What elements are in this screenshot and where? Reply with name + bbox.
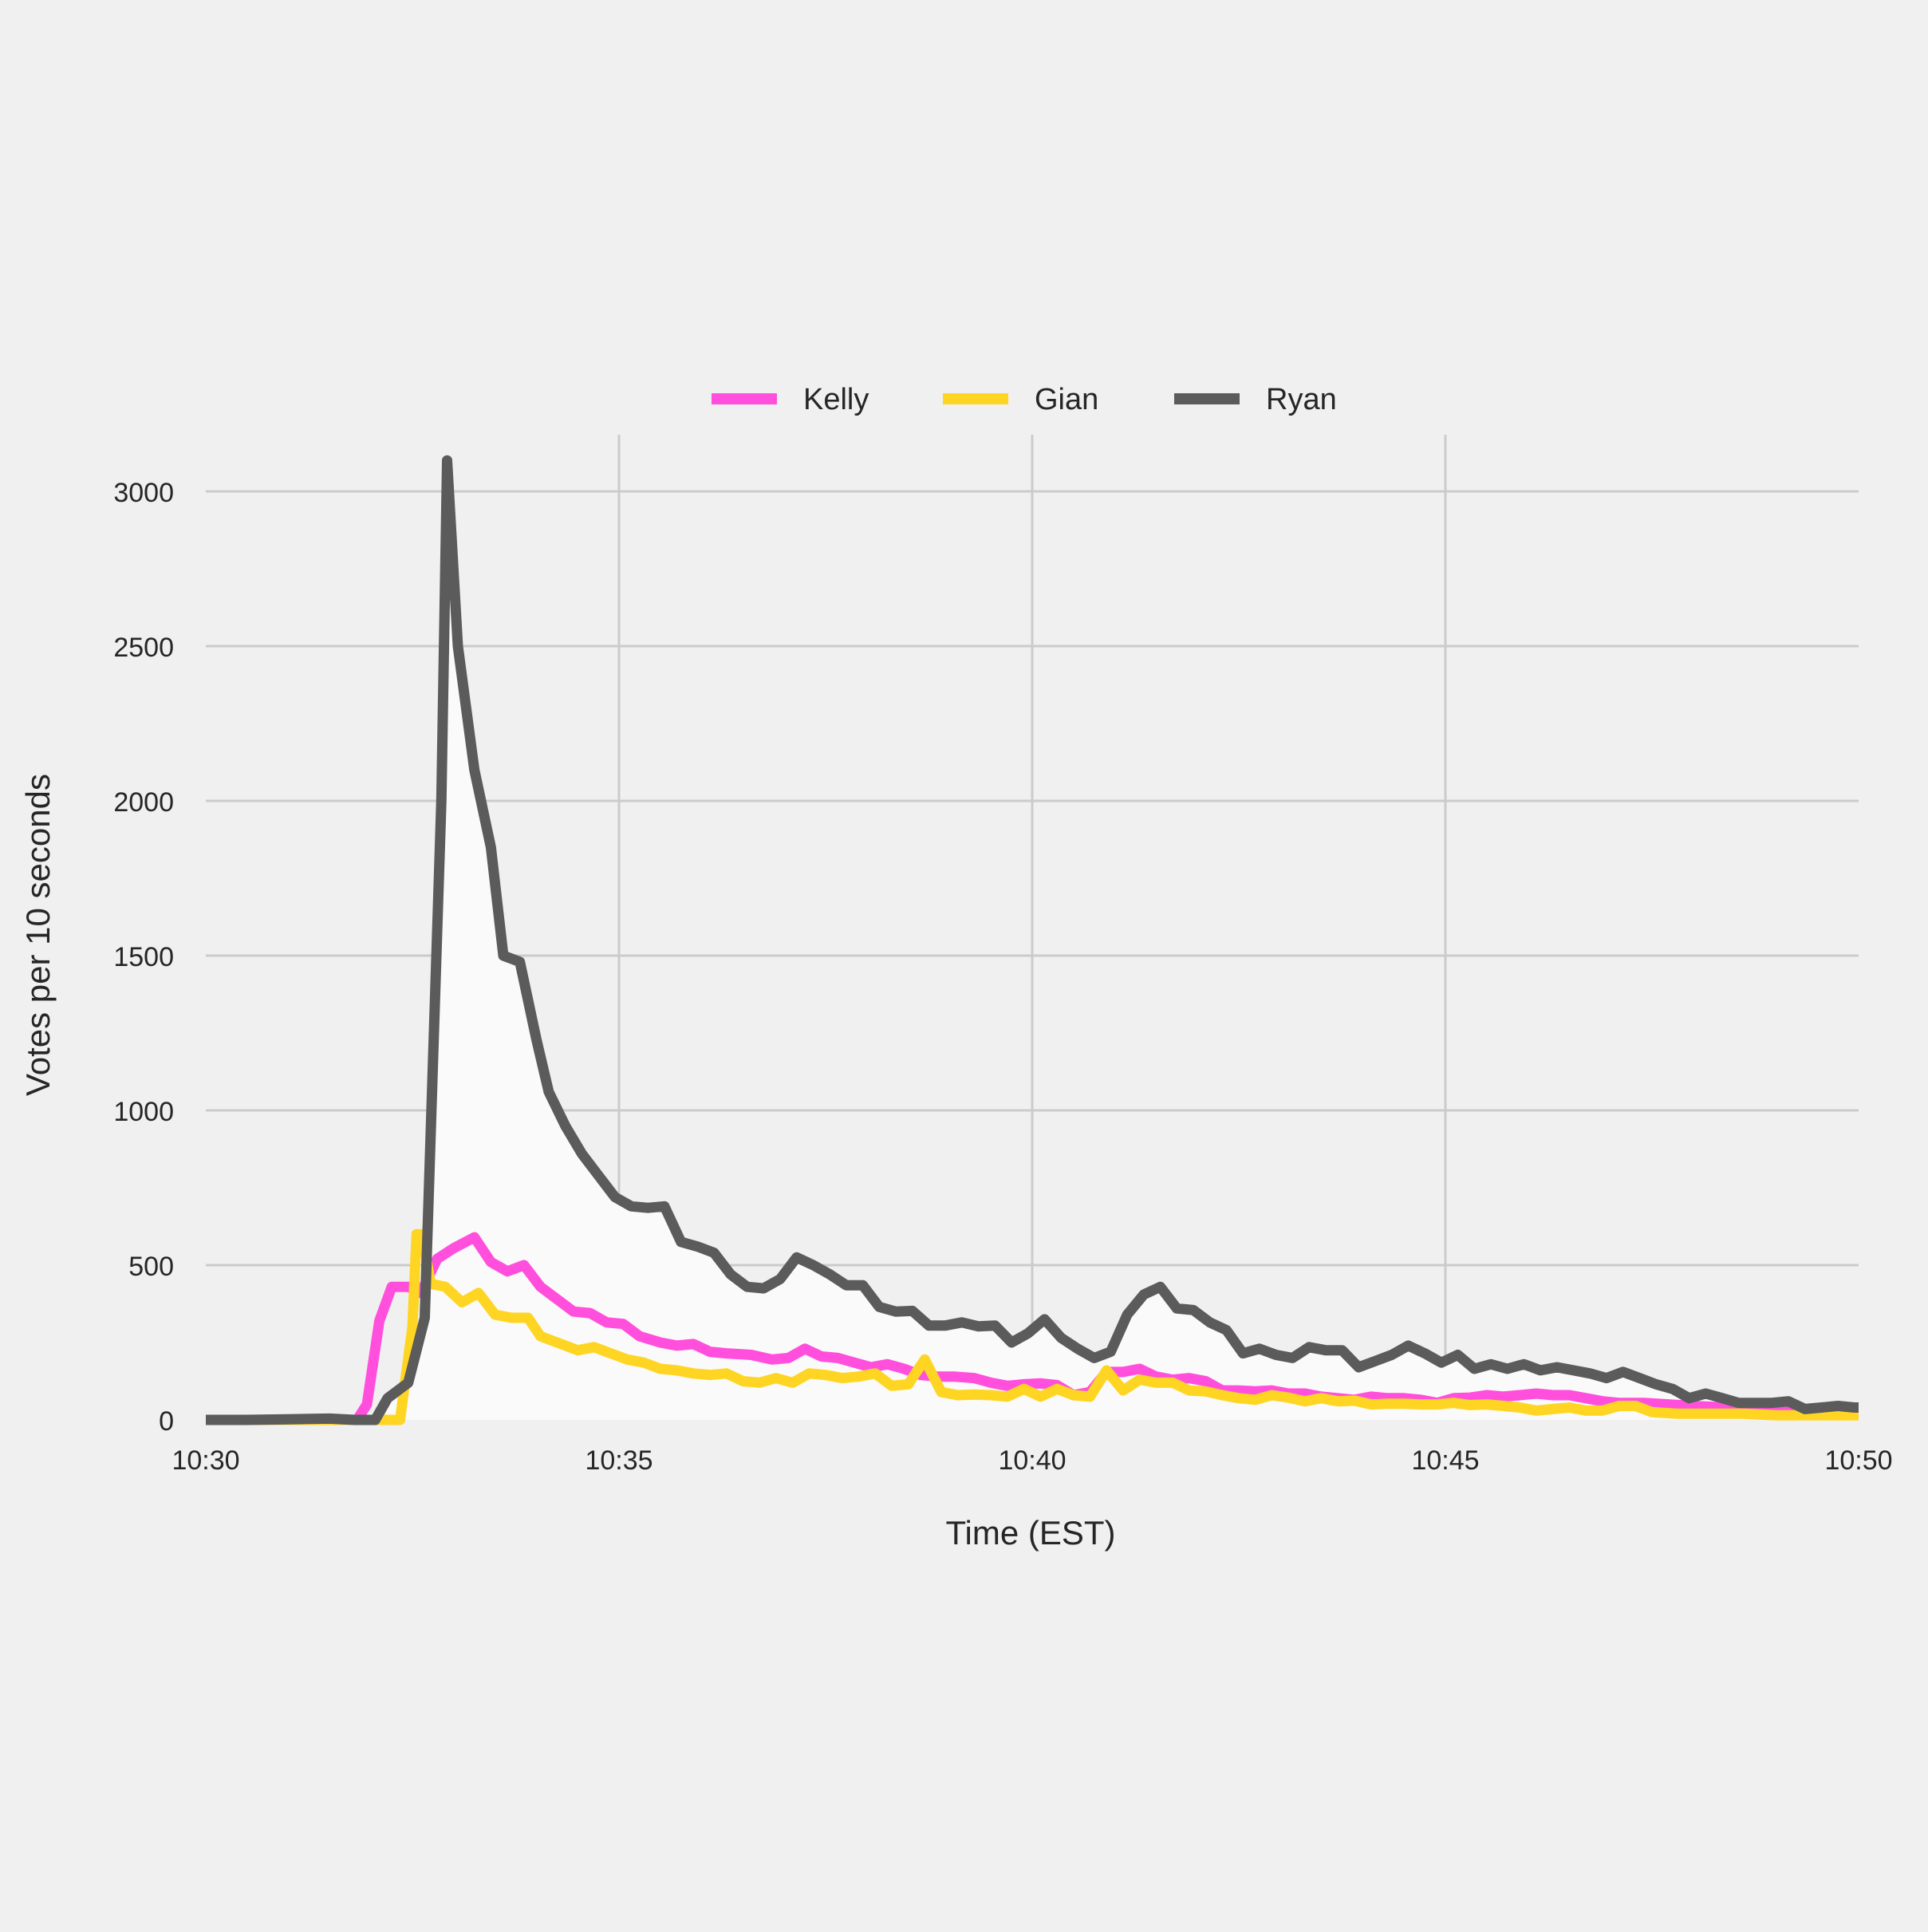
y-tick-label: 0 — [159, 1406, 174, 1437]
legend-label-gian: Gian — [1035, 383, 1098, 416]
legend-label-ryan: Ryan — [1266, 383, 1337, 416]
y-axis-label: Votes per 10 seconds — [19, 774, 57, 1096]
legend: Kelly Gian Ryan — [712, 383, 1337, 416]
x-tick-label: 10:40 — [998, 1445, 1066, 1476]
y-tick-label: 2000 — [113, 787, 174, 818]
y-tick-label: 500 — [128, 1252, 174, 1282]
x-tick-label: 10:30 — [172, 1445, 239, 1476]
y-tick-label: 2500 — [113, 633, 174, 663]
y-tick-label: 1000 — [113, 1097, 174, 1127]
x-tick-label: 10:35 — [585, 1445, 653, 1476]
legend-label-kelly: Kelly — [803, 383, 869, 416]
x-tick-label: 10:50 — [1824, 1445, 1892, 1476]
x-axis-label: Time (EST) — [945, 1514, 1115, 1552]
x-tick-label: 10:45 — [1411, 1445, 1479, 1476]
y-tick-label: 3000 — [113, 478, 174, 508]
y-tick-label: 1500 — [113, 942, 174, 972]
